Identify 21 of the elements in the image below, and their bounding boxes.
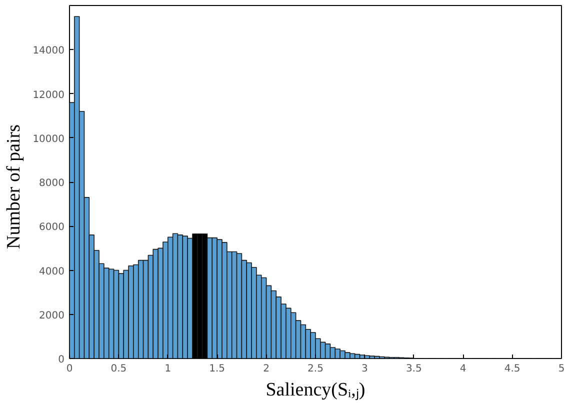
x-tick-label: 0.5 [110, 364, 127, 374]
x-tick-label: 1.5 [209, 364, 226, 374]
y-tick-label: 6000 [39, 222, 65, 234]
x-tick-label: 2.5 [308, 364, 324, 374]
y-tick-label: 4000 [39, 266, 65, 278]
y-tick-label: 0 [58, 354, 65, 366]
x-tick-label: 3 [362, 364, 368, 374]
x-tick-label: 3.5 [406, 364, 422, 374]
y-tick-label: 12000 [32, 90, 64, 101]
x-tick-label: 4.5 [504, 364, 520, 374]
x-axis-title: Saliency(Sᵢ,ⱼ) [266, 380, 366, 400]
y-tick-label: 2000 [39, 310, 65, 322]
x-tick-label: 1 [164, 364, 172, 374]
y-axis-title: Number of pairs [4, 124, 25, 250]
x-tick-label: 5 [558, 364, 565, 374]
x-tick-label: 2 [263, 364, 270, 374]
x-tick-label: 0 [66, 364, 73, 374]
y-tick-label: 10000 [32, 134, 64, 145]
x-tick-label: 4 [460, 364, 466, 374]
y-tick-label: 8000 [39, 178, 65, 189]
y-tick-label: 14000 [32, 46, 64, 57]
